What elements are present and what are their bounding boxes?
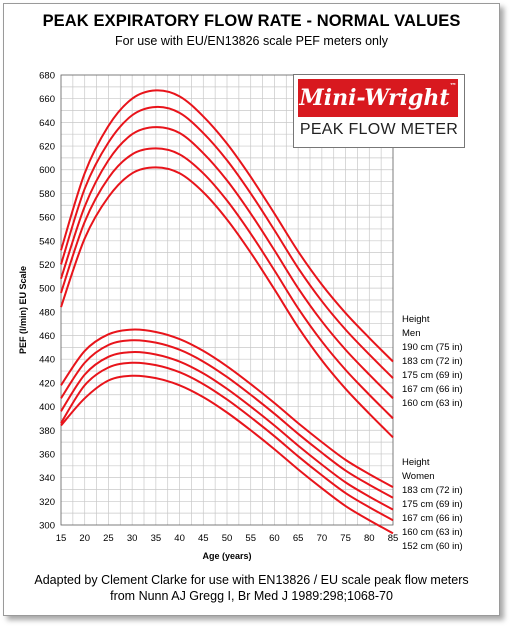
y-tick-label: 480 xyxy=(39,307,55,318)
x-tick-label: 40 xyxy=(174,533,185,544)
footer-line-2: from Nunn AJ Gregg I, Br Med J 1989:298;… xyxy=(110,589,393,603)
legend-group-label: Women xyxy=(402,471,435,482)
y-tick-label: 620 xyxy=(39,142,55,153)
chart-subtitle: For use with EU/EN13826 scale PEF meters… xyxy=(114,34,389,48)
x-tick-label: 50 xyxy=(222,533,233,544)
x-tick-label: 85 xyxy=(388,533,399,544)
plot-border xyxy=(60,74,394,526)
trademark-mark: ™ xyxy=(449,81,457,90)
legend-entry: 160 cm (63 in) xyxy=(402,527,463,538)
x-tick-label: 75 xyxy=(340,533,351,544)
x-tick-label: 80 xyxy=(364,533,375,544)
y-tick-label: 440 xyxy=(39,355,55,366)
x-axis-label: Age (years) xyxy=(202,551,251,561)
legend-entry: 175 cm (69 in) xyxy=(402,370,463,381)
logo-product: PEAK FLOW METER xyxy=(299,121,459,138)
y-tick-label: 340 xyxy=(39,473,55,484)
footer-line-1: Adapted by Clement Clarke for use with E… xyxy=(34,573,469,587)
men-curve xyxy=(60,166,394,439)
legend-entry: 190 cm (75 in) xyxy=(402,342,463,353)
y-tick-label: 460 xyxy=(39,331,55,342)
legend-entry: 183 cm (72 in) xyxy=(402,485,463,496)
x-tick-label: 15 xyxy=(56,533,67,544)
women-curve xyxy=(60,328,394,488)
y-tick-label: 380 xyxy=(39,426,55,437)
y-tick-label: 500 xyxy=(39,284,55,295)
men-curve xyxy=(60,89,394,363)
y-tick-label: 420 xyxy=(39,378,55,389)
legend-entry: 152 cm (60 in) xyxy=(402,541,463,552)
x-tick-label: 30 xyxy=(127,533,138,544)
legend-entry: 183 cm (72 in) xyxy=(402,356,463,367)
x-tick-label: 35 xyxy=(151,533,162,544)
y-tick-label: 640 xyxy=(39,118,55,129)
y-tick-label: 560 xyxy=(39,213,55,224)
legend-entry: 160 cm (63 in) xyxy=(402,398,463,409)
chart-frame: PEAK EXPIRATORY FLOW RATE - NORMAL VALUE… xyxy=(3,3,500,616)
pef-chart: 15 20 25 30 35 40 45 50 55 60 65 70 75 80 85 300 320 340 3… xyxy=(18,71,463,562)
women-curve xyxy=(60,374,394,535)
x-tick-label: 65 xyxy=(293,533,304,544)
x-tick-label: 60 xyxy=(269,533,280,544)
y-tick-label: 300 xyxy=(39,521,55,532)
legend-entry: 167 cm (66 in) xyxy=(402,513,463,524)
y-tick-label: 600 xyxy=(39,165,55,176)
y-tick-label: 360 xyxy=(39,449,55,460)
y-axis-label: PEF (l/min) EU Scale xyxy=(18,266,28,354)
men-curve xyxy=(60,126,394,399)
chart-title: PEAK EXPIRATORY FLOW RATE - NORMAL VALUE… xyxy=(42,12,461,30)
men-curve xyxy=(60,105,394,379)
logo-brand: Mini-Wright xyxy=(299,85,450,111)
y-tick-label: 580 xyxy=(39,189,55,200)
men-curve xyxy=(60,147,394,420)
y-tick-label: 320 xyxy=(39,497,55,508)
x-tick-label: 70 xyxy=(317,533,328,544)
women-curve xyxy=(60,361,394,522)
y-tick-label: 520 xyxy=(39,260,55,271)
x-tick-label: 20 xyxy=(79,533,90,544)
y-tick-label: 680 xyxy=(39,71,55,82)
x-tick-label: 45 xyxy=(198,533,209,544)
legend-heading: Height xyxy=(402,457,430,468)
y-tick-label: 660 xyxy=(39,94,55,105)
legend-heading: Height xyxy=(402,314,430,325)
y-tick-label: 400 xyxy=(39,402,55,413)
x-tick-label: 25 xyxy=(103,533,114,544)
x-tick-label: 55 xyxy=(245,533,256,544)
women-curve xyxy=(60,339,394,499)
logo-brand-banner: Mini-Wright™ xyxy=(298,79,458,117)
women-curve xyxy=(60,351,394,511)
legend-entry: 167 cm (66 in) xyxy=(402,384,463,395)
legend-entry: 175 cm (69 in) xyxy=(402,499,463,510)
legend-group-label: Men xyxy=(402,328,420,339)
y-tick-label: 540 xyxy=(39,236,55,247)
mini-wright-logo: Mini-Wright™ PEAK FLOW METER xyxy=(293,74,465,148)
